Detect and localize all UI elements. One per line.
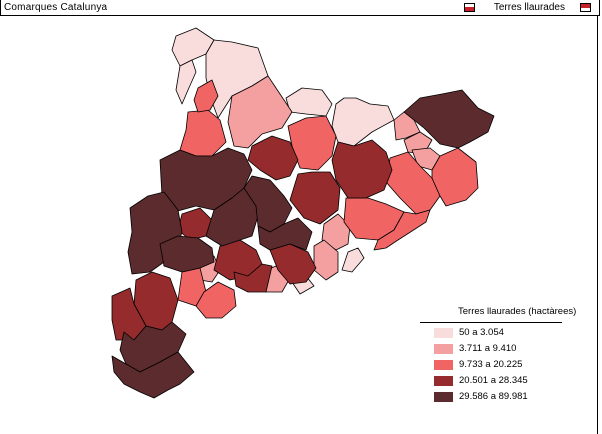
comarca-segarra[interactable] bbox=[243, 175, 293, 233]
vertical-scrollbar[interactable] bbox=[597, 16, 602, 434]
legend-swatch bbox=[434, 344, 453, 354]
window-title: Comarques Catalunya bbox=[4, 2, 108, 13]
comarca-cerdanya[interactable] bbox=[285, 87, 333, 117]
legend-divider bbox=[420, 322, 562, 323]
legend-range-label: 20.501 a 28.345 bbox=[459, 375, 528, 386]
comarca-montsia[interactable] bbox=[111, 351, 195, 399]
layer-toggle-icon[interactable] bbox=[580, 3, 591, 12]
layer-name: Terres llaurades bbox=[493, 2, 565, 13]
comarca-solsones[interactable] bbox=[247, 135, 299, 181]
comarca-baix-emporda[interactable] bbox=[431, 147, 479, 207]
legend-range-label: 3.711 a 9.410 bbox=[459, 343, 517, 354]
comarca-vall-daran[interactable] bbox=[171, 27, 215, 67]
layer-legend-icon[interactable] bbox=[464, 3, 475, 12]
legend-swatch bbox=[434, 328, 453, 338]
comarca-conca-barbera[interactable] bbox=[233, 263, 273, 293]
legend-row: 29.586 a 89.981 bbox=[434, 391, 564, 403]
map-canvas[interactable] bbox=[0, 16, 596, 434]
comarca-girones[interactable] bbox=[385, 151, 441, 215]
comarca-baix-ebre[interactable] bbox=[119, 321, 187, 373]
comarca-ripolles[interactable] bbox=[331, 97, 395, 147]
legend-swatch bbox=[434, 360, 453, 370]
legend-row: 3.711 a 9.410 bbox=[434, 343, 564, 355]
comarca-maresme[interactable] bbox=[373, 209, 431, 251]
window-titlebar: Comarques Catalunya Terres llaurades bbox=[0, 0, 600, 16]
legend-range-label: 50 a 3.054 bbox=[459, 327, 504, 338]
legend-row: 9.733 a 20.225 bbox=[434, 359, 564, 371]
comarca-maresme-interior[interactable] bbox=[321, 213, 351, 251]
legend-swatch bbox=[434, 392, 453, 402]
comarca-barcelones[interactable] bbox=[341, 247, 365, 273]
comarca-pla-urgell[interactable] bbox=[257, 217, 313, 251]
comarca-alt-emporda[interactable] bbox=[403, 89, 495, 149]
legend-range-label: 9.733 a 20.225 bbox=[459, 359, 523, 370]
legend-title: Terres llaurades (hactàrees) bbox=[458, 306, 577, 317]
legend-range-label: 29.586 a 89.981 bbox=[459, 391, 528, 402]
legend-row: 20.501 a 28.345 bbox=[434, 375, 564, 387]
comarca-bages[interactable] bbox=[289, 171, 341, 225]
comarca-alta-ribagorca[interactable] bbox=[175, 59, 197, 105]
comarca-vall-araran-2[interactable] bbox=[193, 79, 219, 113]
comarca-osona[interactable] bbox=[331, 139, 393, 199]
legend-swatch bbox=[434, 376, 453, 386]
comarca-tarragones[interactable] bbox=[195, 281, 237, 319]
comarca-alt-urgell[interactable] bbox=[227, 75, 293, 149]
catalunya-choropleth-map[interactable] bbox=[0, 16, 596, 434]
comarca-garrigues[interactable] bbox=[159, 235, 215, 273]
legend-row: 50 a 3.054 bbox=[434, 327, 564, 339]
